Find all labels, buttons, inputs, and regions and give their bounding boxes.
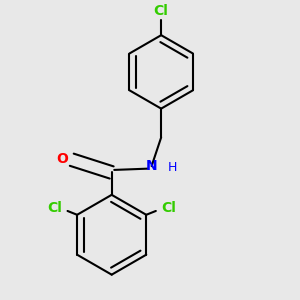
Text: O: O <box>57 152 69 166</box>
Text: Cl: Cl <box>154 4 169 18</box>
Text: N: N <box>146 159 158 173</box>
Text: H: H <box>168 161 178 174</box>
Text: Cl: Cl <box>162 201 176 215</box>
Text: Cl: Cl <box>47 201 62 215</box>
